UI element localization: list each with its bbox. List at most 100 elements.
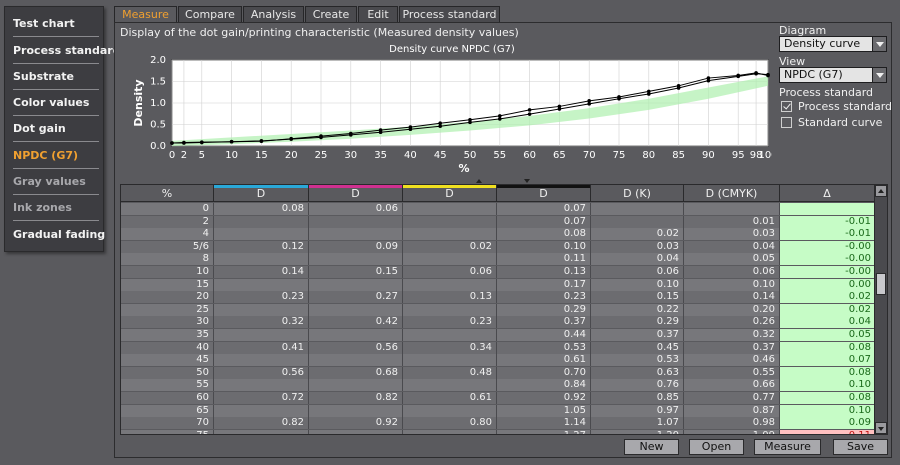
table-cell: 0.84 [497,379,591,392]
series-point [676,86,681,90]
standard-curve-checkbox-label: Standard curve [798,115,883,129]
y-axis-label: Density [132,79,145,126]
table-row[interactable]: 10 0.14 0.15 0.06 0.13 0.06 0.06 -0.00 [121,266,875,278]
column-header[interactable]: D (CMYK) [684,185,780,202]
table-cell [309,228,403,241]
table-row[interactable]: 25 0.29 0.22 0.20 0.02 [121,303,875,316]
table-row[interactable]: 50 0.56 0.68 0.48 0.70 0.63 0.55 0.08 [121,366,875,379]
column-header[interactable]: % [121,185,214,202]
measure-button[interactable]: Measure [754,439,821,455]
tab-create[interactable]: Create [305,6,357,22]
splitter-handle[interactable] [120,179,888,183]
table-row[interactable]: 40 0.41 0.56 0.34 0.53 0.45 0.37 0.08 [121,341,875,354]
table-cell: 0.10 [684,278,780,291]
table-row[interactable]: 2 0.07 0.01 -0.01 [121,215,875,228]
sidebar-item-ink-zones[interactable]: Ink zones [13,195,99,221]
column-header-label: D (K) [623,187,651,200]
table-row[interactable]: 4 0.08 0.02 0.03 -0.01 [121,228,875,241]
table-row[interactable]: 30 0.32 0.42 0.23 0.37 0.29 0.26 0.04 [121,316,875,329]
sidebar-item-gradual-fading[interactable]: Gradual fading [13,228,106,241]
table-cell: 0.14 [214,266,309,278]
open-button[interactable]: Open [689,439,744,455]
checkbox-unchecked-icon[interactable] [781,116,792,128]
new-button[interactable]: New [624,439,679,455]
table-cell [309,429,403,434]
table-cell [403,278,497,291]
table-row[interactable]: 60 0.72 0.82 0.61 0.92 0.85 0.77 0.08 [121,392,875,404]
column-header[interactable]: D [497,185,591,202]
table-row[interactable]: 45 0.61 0.53 0.46 0.07 [121,354,875,367]
table-row[interactable]: 65 1.05 0.97 0.87 0.10 [121,404,875,417]
table-row[interactable]: 35 0.44 0.37 0.32 0.05 [121,329,875,341]
table-cell [403,303,497,316]
splitter-up-icon [476,179,482,183]
process-standard-checkbox[interactable]: Process standard [781,99,892,113]
column-header-label: D [539,187,548,200]
table-cell: 25 [121,303,214,316]
sidebar-item-npdc-g7[interactable]: NPDC (G7) [13,143,99,169]
table-cell: 1.09 [684,429,780,434]
column-header[interactable]: Δ [780,185,875,202]
view-select[interactable]: NPDC (G7) [779,67,887,83]
column-header[interactable]: D [403,185,497,202]
table-cell: 0.15 [309,266,403,278]
table-row[interactable]: 75 1.271.201.090.11 [121,429,875,434]
scroll-up-icon[interactable] [875,185,887,197]
tab-process-standard[interactable]: Process standard [399,6,500,22]
tab-compare[interactable]: Compare [178,6,242,22]
table-cell: 40 [121,341,214,354]
table-row[interactable]: 55 0.84 0.76 0.66 0.10 [121,379,875,392]
table-cell [403,379,497,392]
sidebar-item-gray-values[interactable]: Gray values [13,169,99,195]
scroll-thumb[interactable] [876,273,886,295]
table-cell: 0.05 [684,253,780,266]
density-chart: Density curve NPDC (G7) 0.0 0.5 1.0 1.5 2.0 0… [132,42,772,174]
table-cell [309,253,403,266]
sidebar-item-process-standard[interactable]: Process standard [13,38,121,64]
delta-cell: 0.00 [780,278,875,291]
chart-svg: 0.00.51.01.52.00 2 5 10 15 20 25 30 35 40 45 50 55 60… [132,55,772,174]
sidebar-item-color-values[interactable]: Color values [13,90,99,116]
sidebar-item-dot-gain[interactable]: Dot gain [13,116,99,142]
tab-edit[interactable]: Edit [358,6,398,22]
table-scrollbar[interactable] [874,185,887,434]
table-cell: 0.37 [497,316,591,329]
table-row[interactable]: 70 0.82 0.92 0.80 1.14 1.07 0.98 0.09 [121,417,875,430]
column-header[interactable]: D [309,185,403,202]
x-tick-label: 90 [702,150,715,161]
table-row[interactable]: 20 0.23 0.27 0.13 0.23 0.15 0.14 0.02 [121,291,875,304]
x-tick-label: 0 [169,150,175,161]
series-point [468,120,472,125]
sidebar-nav: Test chart Process standard Substrate Co… [4,6,121,252]
sidebar-item-substrate[interactable]: Substrate [13,64,99,90]
measurement-table: % D D D D D (K) D (CMYK) Δ 0 0.08 0.06 0.07 2 0.07 0.… [120,184,888,435]
tab-measure[interactable]: Measure [114,6,177,22]
table-row[interactable]: 8 0.11 0.04 0.05 -0.00 [121,253,875,266]
standard-curve-checkbox[interactable]: Standard curve [781,115,882,129]
column-header[interactable]: D (K) [591,185,684,202]
tab-analysis[interactable]: Analysis [243,6,304,22]
table-row[interactable]: 0 0.08 0.06 0.07 [121,203,875,215]
diagram-select[interactable]: Density curve [779,36,887,52]
table-cell: 0.82 [214,417,309,430]
table-row[interactable]: 15 0.17 0.10 0.10 0.00 [121,278,875,291]
save-button[interactable]: Save [833,439,888,455]
column-header[interactable]: D [214,185,309,202]
table-cell: 45 [121,354,214,367]
table-cell: 0.85 [591,392,684,404]
column-header-label: D (CMYK) [705,187,758,200]
table-row[interactable]: 5/6 0.12 0.09 0.02 0.10 0.03 0.04 -0.00 [121,240,875,253]
table-cell: 0.29 [497,303,591,316]
table-cell [309,215,403,228]
scroll-down-icon[interactable] [875,422,887,434]
table-cell [309,354,403,367]
x-tick-label: 100 [758,150,772,161]
table-cell: 0.17 [497,278,591,291]
delta-cell: 0.08 [780,392,875,404]
chart-title: Density curve NPDC (G7) [389,44,515,55]
delta-cell: 0.04 [780,316,875,329]
sidebar-item-test-chart[interactable]: Test chart [13,11,99,37]
checkbox-checked-icon[interactable] [781,100,792,112]
table-cell: 0.32 [214,316,309,329]
view-select-value: NPDC (G7) [784,68,843,81]
